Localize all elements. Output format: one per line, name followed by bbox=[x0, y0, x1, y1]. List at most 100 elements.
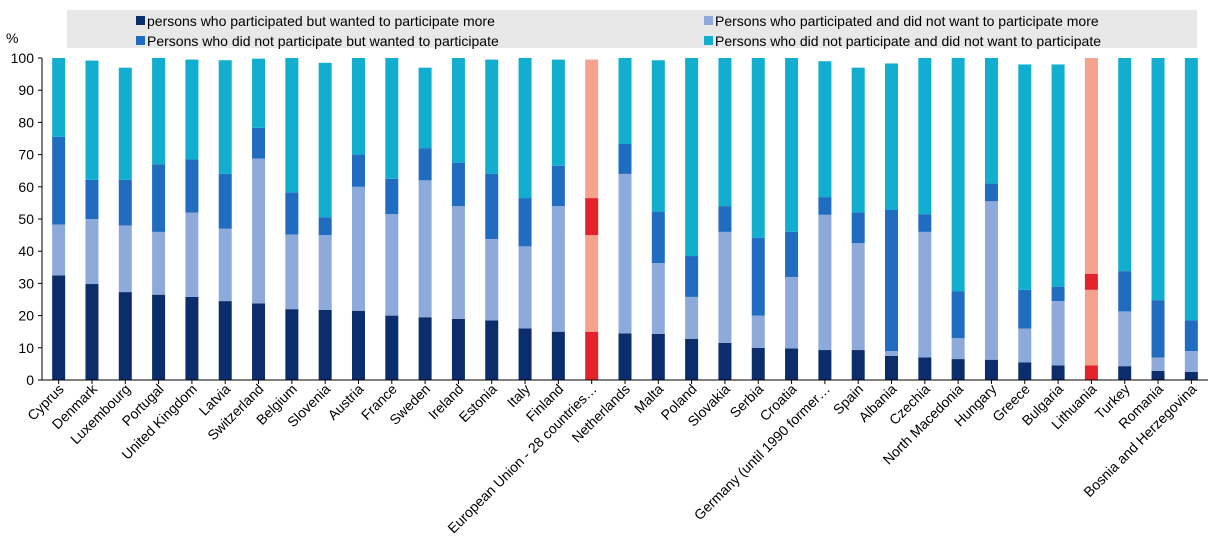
bar-segment bbox=[318, 217, 332, 236]
bar-segment bbox=[318, 235, 332, 310]
legend-label: Persons who did not participate and did … bbox=[715, 33, 1101, 49]
bar-segment bbox=[1151, 357, 1165, 371]
bar-segment bbox=[152, 58, 166, 165]
bar-segment bbox=[785, 276, 799, 349]
bar-segment bbox=[785, 58, 799, 232]
y-tick-label: 100 bbox=[11, 50, 35, 66]
bar-segment bbox=[918, 231, 932, 358]
bar-segment bbox=[951, 338, 965, 360]
bar-segment bbox=[551, 206, 565, 332]
bar-segment bbox=[685, 256, 699, 297]
bar-segment bbox=[1118, 311, 1132, 367]
bar-segment bbox=[85, 179, 99, 219]
bar-segment bbox=[418, 317, 432, 380]
bar-segment bbox=[1151, 370, 1165, 380]
bar-segment bbox=[85, 60, 99, 180]
x-category-label: Austria bbox=[324, 381, 366, 423]
bar-segment bbox=[451, 58, 465, 163]
bars-group bbox=[52, 58, 1198, 380]
bar-segment bbox=[418, 148, 432, 181]
bar-segment bbox=[1051, 365, 1065, 380]
bar-segment bbox=[418, 180, 432, 318]
y-tick-label: 40 bbox=[18, 243, 34, 259]
legend-swatch bbox=[704, 36, 713, 45]
bar-segment bbox=[1184, 351, 1198, 372]
bar-segment bbox=[918, 58, 932, 215]
y-tick-label: 90 bbox=[18, 82, 34, 98]
bar-segment bbox=[1184, 58, 1198, 321]
bar-segment bbox=[285, 309, 299, 380]
bar-segment bbox=[351, 186, 365, 311]
bar-segment bbox=[1084, 273, 1098, 290]
bar-segment bbox=[185, 159, 199, 213]
bar-segment bbox=[951, 291, 965, 339]
bar-segment bbox=[485, 238, 499, 321]
bar-segment bbox=[385, 58, 399, 179]
bar-segment bbox=[1084, 365, 1098, 380]
bar-segment bbox=[52, 58, 66, 137]
bar-segment bbox=[52, 275, 66, 380]
legend-swatch bbox=[704, 16, 713, 25]
bar-segment bbox=[1018, 362, 1032, 380]
bar-segment bbox=[718, 231, 732, 343]
bar-segment bbox=[1018, 64, 1032, 290]
bar-segment bbox=[385, 214, 399, 316]
bar-segment bbox=[1084, 289, 1098, 366]
bar-segment bbox=[585, 235, 599, 332]
bar-segment bbox=[851, 212, 865, 244]
bar-segment bbox=[318, 309, 332, 380]
bar-segment bbox=[518, 328, 532, 380]
bar-segment bbox=[518, 198, 532, 247]
y-tick-label: 80 bbox=[18, 114, 34, 130]
bar-segment bbox=[551, 165, 565, 207]
bar-segment bbox=[618, 333, 632, 380]
bar-segment bbox=[252, 127, 266, 159]
bar-segment bbox=[851, 350, 865, 380]
bar-segment bbox=[751, 237, 765, 316]
bar-segment bbox=[918, 214, 932, 232]
bar-segment bbox=[285, 234, 299, 310]
bar-segment bbox=[785, 348, 799, 380]
y-tick-label: 70 bbox=[18, 147, 34, 163]
bar-segment bbox=[885, 351, 899, 356]
bar-segment bbox=[585, 331, 599, 380]
bar-segment bbox=[218, 60, 232, 174]
bar-segment bbox=[651, 263, 665, 334]
bar-segment bbox=[285, 192, 299, 235]
bar-segment bbox=[118, 179, 132, 226]
bar-segment bbox=[252, 303, 266, 380]
bar-segment bbox=[351, 154, 365, 187]
bar-segment bbox=[551, 59, 565, 166]
bar-segment bbox=[1051, 286, 1065, 302]
bar-segment bbox=[1051, 64, 1065, 287]
y-tick-label: 10 bbox=[18, 340, 34, 356]
bar-segment bbox=[1118, 271, 1132, 312]
bar-segment bbox=[451, 162, 465, 207]
bar-segment bbox=[718, 206, 732, 232]
bar-segment bbox=[418, 67, 432, 149]
bar-segment bbox=[485, 59, 499, 174]
bar-segment bbox=[618, 58, 632, 144]
bar-segment bbox=[1018, 289, 1032, 329]
bar-segment bbox=[1084, 58, 1098, 274]
bar-segment bbox=[618, 173, 632, 334]
bar-segment bbox=[1151, 58, 1165, 301]
bar-segment bbox=[1184, 371, 1198, 380]
bar-segment bbox=[351, 310, 365, 380]
bar-segment bbox=[751, 315, 765, 348]
bar-segment bbox=[152, 231, 166, 295]
y-axis-unit-label: % bbox=[6, 30, 18, 46]
bar-segment bbox=[984, 183, 998, 202]
y-tick-label: 50 bbox=[18, 211, 34, 227]
bar-segment bbox=[185, 212, 199, 297]
bar-segment bbox=[984, 359, 998, 380]
bar-segment bbox=[185, 59, 199, 160]
bar-segment bbox=[651, 333, 665, 380]
bar-segment bbox=[118, 225, 132, 293]
bar-segment bbox=[485, 320, 499, 380]
bar-segment bbox=[1118, 58, 1132, 272]
bar-segment bbox=[451, 206, 465, 319]
